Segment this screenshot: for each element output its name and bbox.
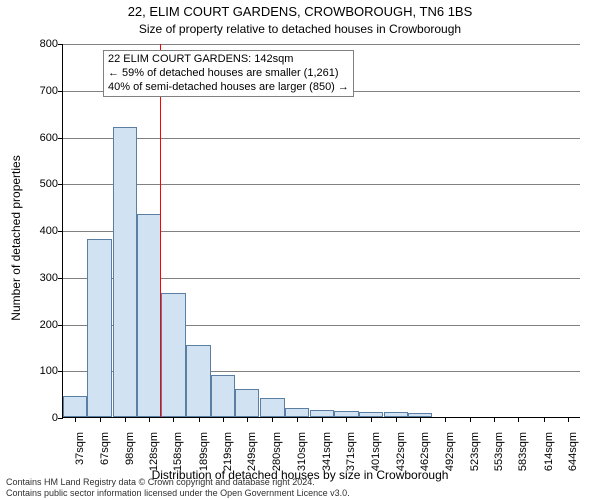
y-tick-label: 200 xyxy=(22,319,58,331)
x-tick xyxy=(518,417,519,422)
x-tick xyxy=(173,417,174,422)
y-tick-label: 500 xyxy=(22,178,58,190)
annotation-line-1: 22 ELIM COURT GARDENS: 142sqm xyxy=(108,53,349,67)
annotation-line-3: 40% of semi-detached houses are larger (… xyxy=(108,81,349,95)
y-axis-label: Number of detached properties xyxy=(9,155,23,320)
x-tick xyxy=(223,417,224,422)
gridline xyxy=(63,184,580,185)
x-tick xyxy=(100,417,101,422)
histogram-bar xyxy=(211,375,235,417)
histogram-bar xyxy=(113,127,137,417)
histogram-bar xyxy=(285,408,309,417)
y-tick xyxy=(58,418,63,419)
x-tick xyxy=(199,417,200,422)
x-tick xyxy=(568,417,569,422)
x-tick xyxy=(544,417,545,422)
chart-subtitle: Size of property relative to detached ho… xyxy=(0,22,600,36)
y-tick xyxy=(58,91,63,92)
x-tick xyxy=(420,417,421,422)
chart-title: 22, ELIM COURT GARDENS, CROWBOROUGH, TN6… xyxy=(0,4,600,19)
annotation-line-2: ← 59% of detached houses are smaller (1,… xyxy=(108,67,349,81)
y-tick-label: 100 xyxy=(22,365,58,377)
x-tick xyxy=(470,417,471,422)
y-tick xyxy=(58,278,63,279)
x-tick xyxy=(297,417,298,422)
gridline xyxy=(63,44,580,45)
y-tick xyxy=(58,44,63,45)
histogram-bar xyxy=(63,396,87,417)
x-tick xyxy=(396,417,397,422)
histogram-bar xyxy=(186,345,210,417)
x-tick xyxy=(247,417,248,422)
y-tick-label: 300 xyxy=(22,272,58,284)
y-tick-label: 400 xyxy=(22,225,58,237)
chart-container: 22, ELIM COURT GARDENS, CROWBOROUGH, TN6… xyxy=(0,0,600,500)
x-tick xyxy=(149,417,150,422)
y-tick xyxy=(58,184,63,185)
histogram-bar xyxy=(310,410,334,417)
y-tick-label: 700 xyxy=(22,85,58,97)
y-tick-label: 0 xyxy=(22,412,58,424)
y-tick xyxy=(58,325,63,326)
footer-line-1: Contains HM Land Registry data © Crown c… xyxy=(6,477,350,487)
histogram-bar xyxy=(235,389,259,417)
annotation-box: 22 ELIM COURT GARDENS: 142sqm ← 59% of d… xyxy=(103,50,354,97)
x-tick xyxy=(75,417,76,422)
histogram-bar xyxy=(137,214,161,417)
plot-area: 22 ELIM COURT GARDENS: 142sqm ← 59% of d… xyxy=(62,44,580,418)
footer-attribution: Contains HM Land Registry data © Crown c… xyxy=(6,477,350,498)
reference-line xyxy=(160,44,161,417)
y-tick xyxy=(58,231,63,232)
y-tick xyxy=(58,371,63,372)
x-tick xyxy=(272,417,273,422)
y-tick-label: 800 xyxy=(22,38,58,50)
x-tick xyxy=(494,417,495,422)
gridline xyxy=(63,138,580,139)
y-tick-label: 600 xyxy=(22,132,58,144)
y-tick xyxy=(58,138,63,139)
histogram-bar xyxy=(87,239,111,417)
footer-line-2: Contains public sector information licen… xyxy=(6,488,350,498)
x-tick xyxy=(125,417,126,422)
x-tick xyxy=(346,417,347,422)
x-tick xyxy=(322,417,323,422)
histogram-bar xyxy=(260,398,284,417)
histogram-bar xyxy=(161,293,185,417)
x-tick xyxy=(445,417,446,422)
x-tick xyxy=(371,417,372,422)
